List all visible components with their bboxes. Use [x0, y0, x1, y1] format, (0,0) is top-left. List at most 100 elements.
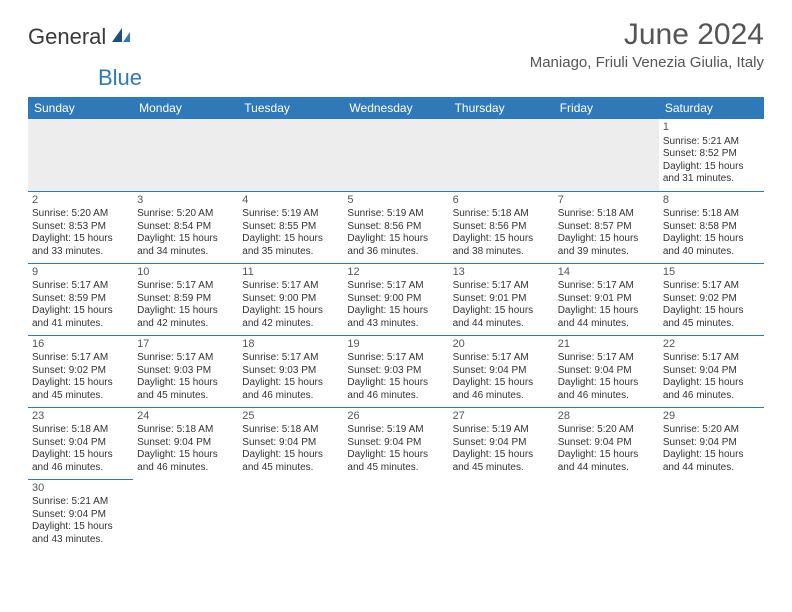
day-sunset: Sunset: 9:04 PM — [663, 437, 760, 450]
weekday-header: Monday — [133, 97, 238, 119]
calendar-cell: 14Sunrise: 5:17 AMSunset: 9:01 PMDayligh… — [554, 263, 659, 335]
day-day1: Daylight: 15 hours — [242, 233, 339, 246]
calendar-cell: 6Sunrise: 5:18 AMSunset: 8:56 PMDaylight… — [449, 191, 554, 263]
day-day1: Daylight: 15 hours — [453, 305, 550, 318]
day-day2: and 40 minutes. — [663, 246, 760, 259]
weekday-header: Friday — [554, 97, 659, 119]
day-day2: and 45 minutes. — [32, 390, 129, 403]
calendar-cell: 16Sunrise: 5:17 AMSunset: 9:02 PMDayligh… — [28, 335, 133, 407]
day-sunrise: Sunrise: 5:21 AM — [663, 136, 760, 149]
day-sunset: Sunset: 9:04 PM — [347, 437, 444, 450]
day-sunrise: Sunrise: 5:20 AM — [663, 424, 760, 437]
day-number: 15 — [663, 266, 760, 280]
day-day1: Daylight: 15 hours — [137, 233, 234, 246]
day-sunset: Sunset: 8:59 PM — [137, 293, 234, 306]
day-number: 29 — [663, 410, 760, 424]
day-day1: Daylight: 15 hours — [32, 521, 129, 534]
day-day2: and 46 minutes. — [32, 462, 129, 475]
day-sunrise: Sunrise: 5:19 AM — [242, 208, 339, 221]
day-day1: Daylight: 15 hours — [347, 377, 444, 390]
day-day2: and 46 minutes. — [663, 390, 760, 403]
day-number: 1 — [663, 121, 760, 135]
day-day1: Daylight: 15 hours — [663, 305, 760, 318]
day-number: 20 — [453, 338, 550, 352]
day-number: 14 — [558, 266, 655, 280]
calendar-cell-empty — [238, 479, 343, 551]
day-day2: and 43 minutes. — [347, 318, 444, 331]
day-day2: and 44 minutes. — [663, 462, 760, 475]
day-sunset: Sunset: 9:02 PM — [32, 365, 129, 378]
day-sunrise: Sunrise: 5:18 AM — [32, 424, 129, 437]
day-number: 13 — [453, 266, 550, 280]
day-day2: and 46 minutes. — [453, 390, 550, 403]
day-day2: and 46 minutes. — [347, 390, 444, 403]
day-sunrise: Sunrise: 5:17 AM — [663, 280, 760, 293]
day-number: 9 — [32, 266, 129, 280]
day-day2: and 35 minutes. — [242, 246, 339, 259]
calendar-cell: 29Sunrise: 5:20 AMSunset: 9:04 PMDayligh… — [659, 407, 764, 479]
weekday-header: Thursday — [449, 97, 554, 119]
calendar-cell: 11Sunrise: 5:17 AMSunset: 9:00 PMDayligh… — [238, 263, 343, 335]
calendar-cell: 7Sunrise: 5:18 AMSunset: 8:57 PMDaylight… — [554, 191, 659, 263]
weekday-header: Sunday — [28, 97, 133, 119]
day-sunrise: Sunrise: 5:20 AM — [558, 424, 655, 437]
day-number: 6 — [453, 194, 550, 208]
day-day1: Daylight: 15 hours — [663, 233, 760, 246]
sail-icon — [110, 24, 132, 50]
day-day2: and 44 minutes. — [558, 462, 655, 475]
day-day1: Daylight: 15 hours — [453, 377, 550, 390]
day-sunset: Sunset: 9:03 PM — [242, 365, 339, 378]
day-sunset: Sunset: 9:00 PM — [242, 293, 339, 306]
day-day1: Daylight: 15 hours — [242, 305, 339, 318]
calendar-cell-empty — [343, 119, 448, 191]
day-day2: and 41 minutes. — [32, 318, 129, 331]
weekday-header-row: Sunday Monday Tuesday Wednesday Thursday… — [28, 97, 764, 119]
day-sunrise: Sunrise: 5:17 AM — [242, 280, 339, 293]
day-day2: and 33 minutes. — [32, 246, 129, 259]
day-day2: and 45 minutes. — [453, 462, 550, 475]
day-day2: and 34 minutes. — [137, 246, 234, 259]
calendar-cell: 9Sunrise: 5:17 AMSunset: 8:59 PMDaylight… — [28, 263, 133, 335]
day-number: 17 — [137, 338, 234, 352]
day-day1: Daylight: 15 hours — [663, 161, 760, 174]
brand-logo: General — [28, 18, 134, 50]
day-sunset: Sunset: 8:53 PM — [32, 221, 129, 234]
calendar-row: 30Sunrise: 5:21 AMSunset: 9:04 PMDayligh… — [28, 479, 764, 551]
day-sunrise: Sunrise: 5:18 AM — [137, 424, 234, 437]
calendar-row: 2Sunrise: 5:20 AMSunset: 8:53 PMDaylight… — [28, 191, 764, 263]
day-sunrise: Sunrise: 5:20 AM — [32, 208, 129, 221]
calendar-cell-empty — [238, 119, 343, 191]
day-sunrise: Sunrise: 5:18 AM — [558, 208, 655, 221]
calendar-row: 1Sunrise: 5:21 AMSunset: 8:52 PMDaylight… — [28, 119, 764, 191]
day-day2: and 31 minutes. — [663, 173, 760, 186]
day-sunrise: Sunrise: 5:17 AM — [32, 352, 129, 365]
calendar-cell-empty — [28, 119, 133, 191]
day-number: 5 — [347, 194, 444, 208]
day-day1: Daylight: 15 hours — [558, 305, 655, 318]
day-day1: Daylight: 15 hours — [347, 449, 444, 462]
day-day1: Daylight: 15 hours — [663, 377, 760, 390]
calendar-cell: 4Sunrise: 5:19 AMSunset: 8:55 PMDaylight… — [238, 191, 343, 263]
day-number: 12 — [347, 266, 444, 280]
day-sunrise: Sunrise: 5:17 AM — [453, 352, 550, 365]
calendar-cell: 28Sunrise: 5:20 AMSunset: 9:04 PMDayligh… — [554, 407, 659, 479]
day-sunrise: Sunrise: 5:17 AM — [347, 352, 444, 365]
day-sunrise: Sunrise: 5:19 AM — [453, 424, 550, 437]
calendar-body: 1Sunrise: 5:21 AMSunset: 8:52 PMDaylight… — [28, 119, 764, 551]
calendar-cell: 1Sunrise: 5:21 AMSunset: 8:52 PMDaylight… — [659, 119, 764, 191]
calendar-cell-empty — [449, 119, 554, 191]
calendar-table: Sunday Monday Tuesday Wednesday Thursday… — [28, 97, 764, 551]
day-sunset: Sunset: 8:57 PM — [558, 221, 655, 234]
day-number: 22 — [663, 338, 760, 352]
day-day2: and 36 minutes. — [347, 246, 444, 259]
brand-text-1: General — [28, 24, 106, 50]
day-day2: and 45 minutes. — [347, 462, 444, 475]
day-sunrise: Sunrise: 5:17 AM — [663, 352, 760, 365]
calendar-cell: 8Sunrise: 5:18 AMSunset: 8:58 PMDaylight… — [659, 191, 764, 263]
day-number: 10 — [137, 266, 234, 280]
day-day2: and 45 minutes. — [137, 390, 234, 403]
day-day1: Daylight: 15 hours — [453, 233, 550, 246]
day-sunrise: Sunrise: 5:17 AM — [558, 280, 655, 293]
day-sunrise: Sunrise: 5:17 AM — [32, 280, 129, 293]
calendar-cell: 24Sunrise: 5:18 AMSunset: 9:04 PMDayligh… — [133, 407, 238, 479]
